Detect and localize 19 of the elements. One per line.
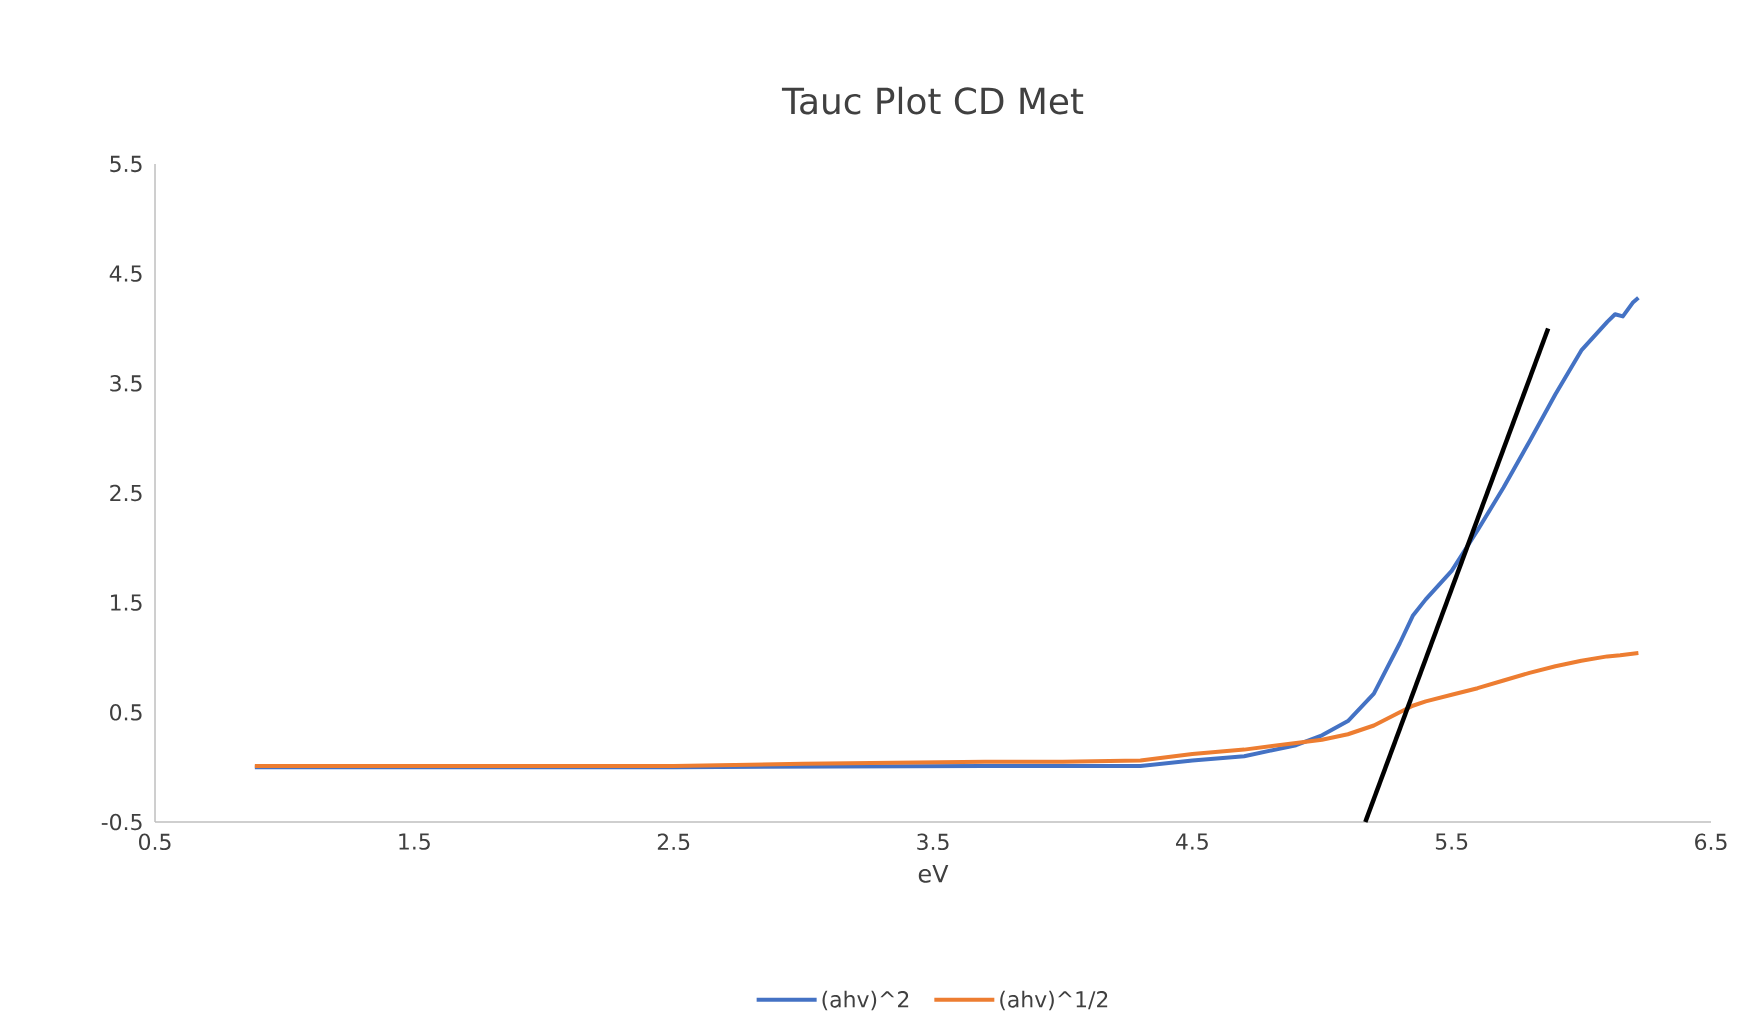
x-axis-title: eV [918,864,949,883]
y-tick-label: -0.5 [101,813,142,831]
y-tick-label: 4.5 [109,265,142,282]
y-tick-label: 1.5 [111,594,142,611]
legend-label: (ahv)^2 [822,990,909,1011]
chart-title: Tauc Plot CD Met [781,86,1084,115]
x-tick-label: 1.5 [399,833,430,850]
line-series [252,651,1641,769]
x-tick-label: 2.5 [657,833,690,851]
legend-label: (ahv)^1/2 [1000,990,1108,1011]
x-tick-label: 5.5 [1435,833,1468,850]
y-tick-label: 0.5 [110,704,142,721]
x-tick-label: 6.5 [1695,833,1727,851]
x-tick-label: 0.5 [139,833,171,851]
y-tick-label: 3.5 [110,375,142,392]
y-tick-label: 2.5 [110,484,142,502]
x-tick-label: 3.5 [917,833,949,851]
y-tick-label: 5.5 [110,155,142,173]
x-tick-label: 4.5 [1175,833,1208,850]
